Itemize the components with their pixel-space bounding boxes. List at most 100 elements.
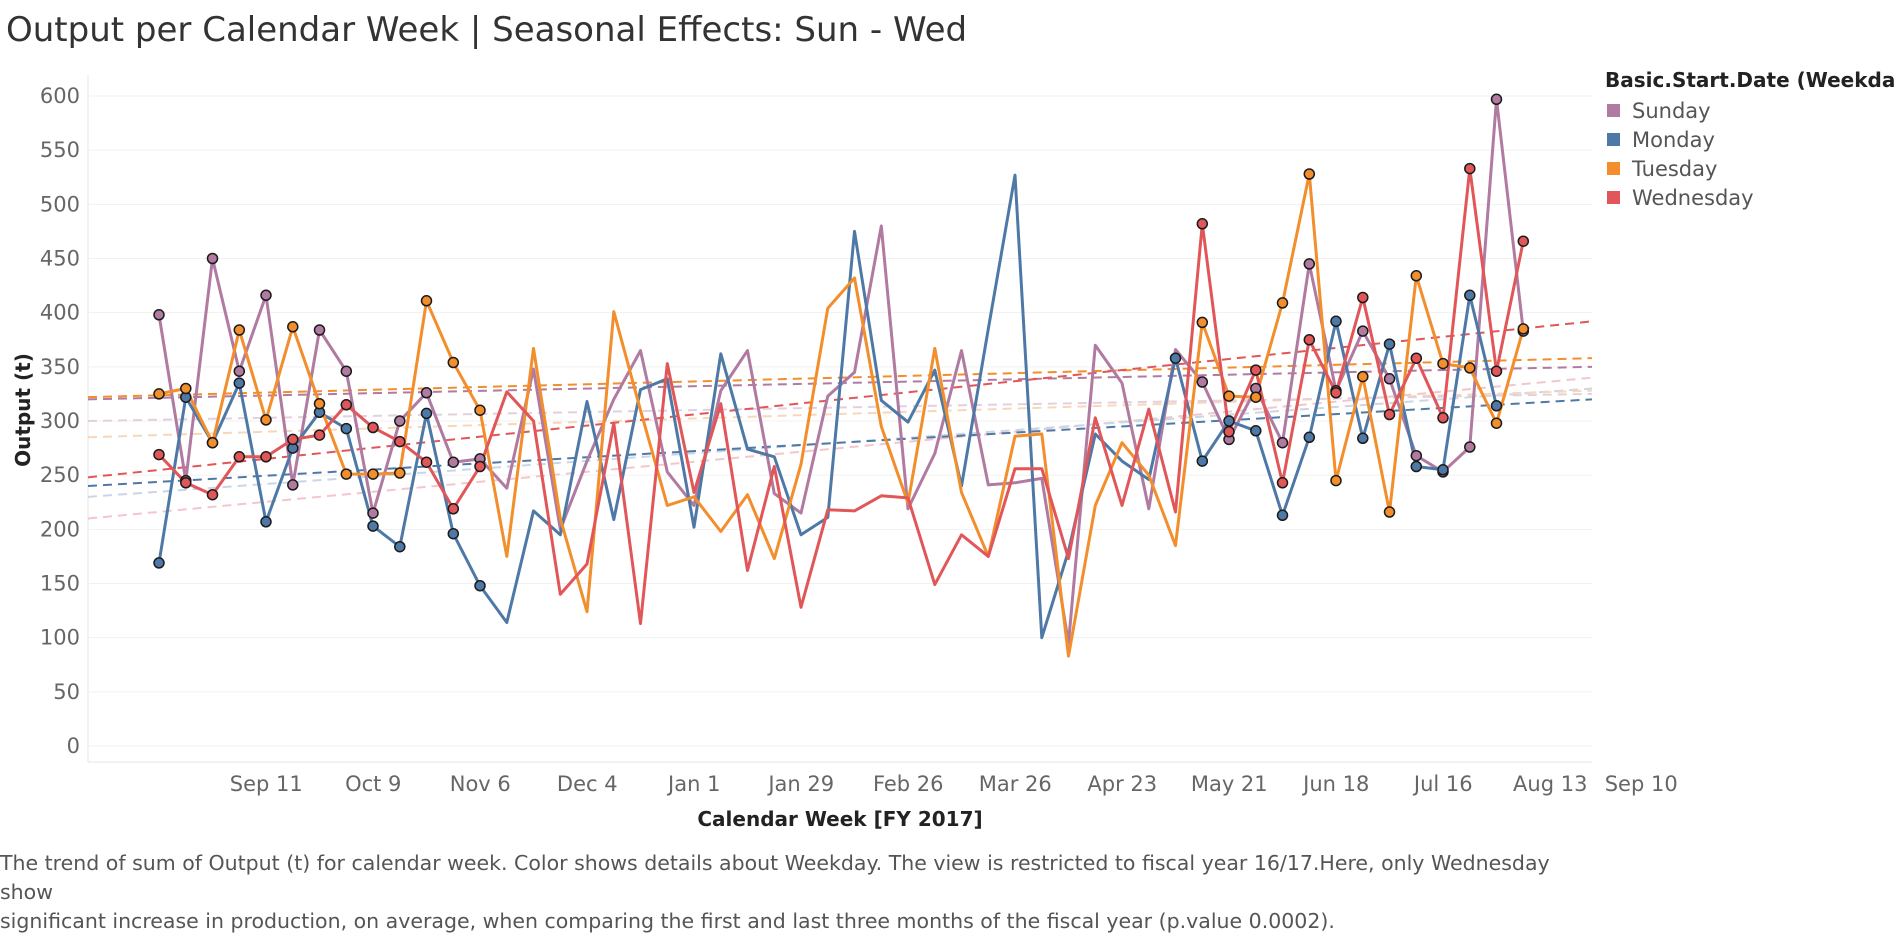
data-point-wednesday (1223, 426, 1235, 438)
data-point-wednesday (1464, 162, 1476, 175)
data-point-tuesday (1517, 323, 1530, 335)
series-lines (157, 97, 1525, 658)
data-point-tuesday (1303, 168, 1316, 180)
x-tick-label: Sep 11 (230, 772, 303, 796)
data-point-monday (153, 557, 165, 569)
data-point-wednesday (420, 456, 433, 468)
faint-trend-line (87, 392, 1593, 422)
data-point-monday (260, 516, 272, 528)
data-point-sunday (1410, 449, 1423, 462)
data-point-wednesday (1276, 477, 1289, 489)
data-point-monday (1383, 338, 1396, 350)
legend-label-tuesday: Tuesday (1632, 156, 1718, 181)
data-point-monday (1303, 431, 1316, 444)
data-point-tuesday (260, 414, 272, 426)
data-point-monday (420, 407, 433, 420)
chart-title: Output per Calendar Week | Seasonal Effe… (6, 10, 968, 50)
x-tick-label: Dec 4 (557, 772, 618, 796)
data-point-tuesday (1330, 474, 1342, 487)
y-tick-label: 400 (40, 301, 80, 325)
data-point-tuesday (1357, 370, 1369, 383)
y-tick-label: 100 (40, 626, 80, 650)
data-point-monday (394, 540, 406, 553)
data-point-wednesday (1250, 364, 1262, 376)
data-point-monday (367, 520, 379, 532)
series-markers (153, 93, 1530, 592)
legend-item-monday[interactable]: Monday (1605, 125, 1894, 154)
data-point-wednesday (260, 451, 272, 463)
y-tick-label: 300 (40, 409, 80, 433)
data-point-tuesday (153, 388, 165, 400)
gridlines (87, 75, 1592, 763)
legend-swatch-tuesday (1607, 162, 1620, 175)
data-point-tuesday (1383, 506, 1396, 518)
legend-swatch-wednesday (1607, 191, 1620, 204)
data-point-monday (1223, 415, 1235, 427)
data-point-tuesday (287, 321, 299, 333)
data-point-wednesday (180, 477, 192, 489)
y-axis-title: Output (t) (11, 353, 35, 467)
data-point-sunday (1303, 258, 1316, 270)
data-point-monday (1410, 460, 1423, 473)
y-tick-label: 150 (40, 572, 80, 596)
faint-trend-line (87, 376, 1593, 520)
data-point-monday (233, 377, 246, 389)
legend-label-wednesday: Wednesday (1632, 185, 1754, 210)
series-line-monday (157, 173, 1498, 640)
data-point-sunday (233, 365, 246, 377)
data-point-tuesday (447, 356, 460, 369)
data-point-wednesday (287, 433, 299, 446)
data-point-monday (1276, 509, 1289, 522)
data-point-sunday (1196, 376, 1209, 388)
data-point-tuesday (1250, 391, 1262, 403)
data-point-sunday (447, 456, 460, 468)
legend-item-tuesday[interactable]: Tuesday (1605, 154, 1894, 183)
y-tick-label: 500 (40, 192, 80, 216)
data-point-wednesday (1303, 334, 1316, 346)
legend-swatch-sunday (1607, 104, 1620, 117)
data-point-tuesday (1276, 297, 1289, 309)
data-point-monday (1357, 432, 1369, 445)
data-point-wednesday (206, 488, 219, 501)
data-point-wednesday (447, 503, 460, 515)
y-tick-label: 50 (53, 680, 80, 704)
legend-item-wednesday[interactable]: Wednesday (1605, 183, 1894, 212)
data-point-sunday (1490, 93, 1503, 106)
x-tick-label: Jun 18 (1301, 772, 1369, 796)
x-tick-label: Nov 6 (450, 772, 511, 796)
data-point-wednesday (1517, 235, 1530, 247)
data-point-wednesday (233, 451, 246, 463)
data-point-tuesday (474, 404, 486, 416)
data-point-tuesday (420, 295, 433, 307)
series-line-tuesday (158, 172, 1525, 658)
y-tick-label: 250 (40, 463, 80, 487)
data-point-tuesday (1410, 270, 1423, 282)
data-point-wednesday (340, 399, 353, 411)
data-point-wednesday (1383, 408, 1396, 421)
x-tick-label: Jul 16 (1412, 772, 1473, 796)
legend: Basic.Start.Date (Weekdays) Sunday Monda… (1605, 68, 1894, 212)
y-tick-label: 350 (40, 355, 80, 379)
x-tick-label: Sep 10 (1605, 772, 1678, 796)
data-point-sunday (1464, 441, 1476, 453)
data-point-wednesday (394, 435, 406, 448)
data-point-monday (1196, 455, 1209, 467)
data-point-tuesday (1437, 357, 1449, 370)
y-tick-label: 200 (40, 517, 80, 541)
caption-line-1: The trend of sum of Output (t) for calen… (0, 851, 1550, 904)
series-line-wednesday (157, 167, 1525, 626)
trend-line-monday (87, 398, 1593, 487)
data-point-tuesday (1223, 390, 1235, 402)
data-point-wednesday (1196, 218, 1209, 230)
data-point-sunday (260, 289, 272, 302)
data-point-tuesday (367, 468, 379, 480)
data-point-sunday (153, 309, 165, 321)
x-axis-title: Calendar Week [FY 2017] (697, 807, 982, 831)
caption-line-2: significant increase in production, on a… (0, 909, 1335, 933)
data-point-sunday (313, 324, 326, 336)
x-tick-label: Jan 29 (766, 772, 834, 796)
legend-item-sunday[interactable]: Sunday (1605, 96, 1894, 125)
data-point-tuesday (206, 436, 219, 449)
y-tick-label: 550 (40, 138, 80, 162)
x-tick-label: Aug 13 (1513, 772, 1587, 796)
